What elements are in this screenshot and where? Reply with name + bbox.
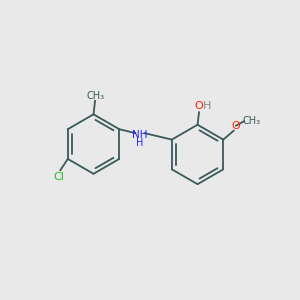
Text: NH: NH — [132, 130, 148, 140]
Text: CH₃: CH₃ — [86, 91, 104, 100]
Text: CH₃: CH₃ — [242, 116, 260, 126]
Text: H: H — [136, 138, 143, 148]
Text: Cl: Cl — [53, 172, 64, 182]
Text: H: H — [203, 101, 212, 111]
Text: O: O — [232, 121, 241, 130]
Text: O: O — [194, 101, 203, 111]
